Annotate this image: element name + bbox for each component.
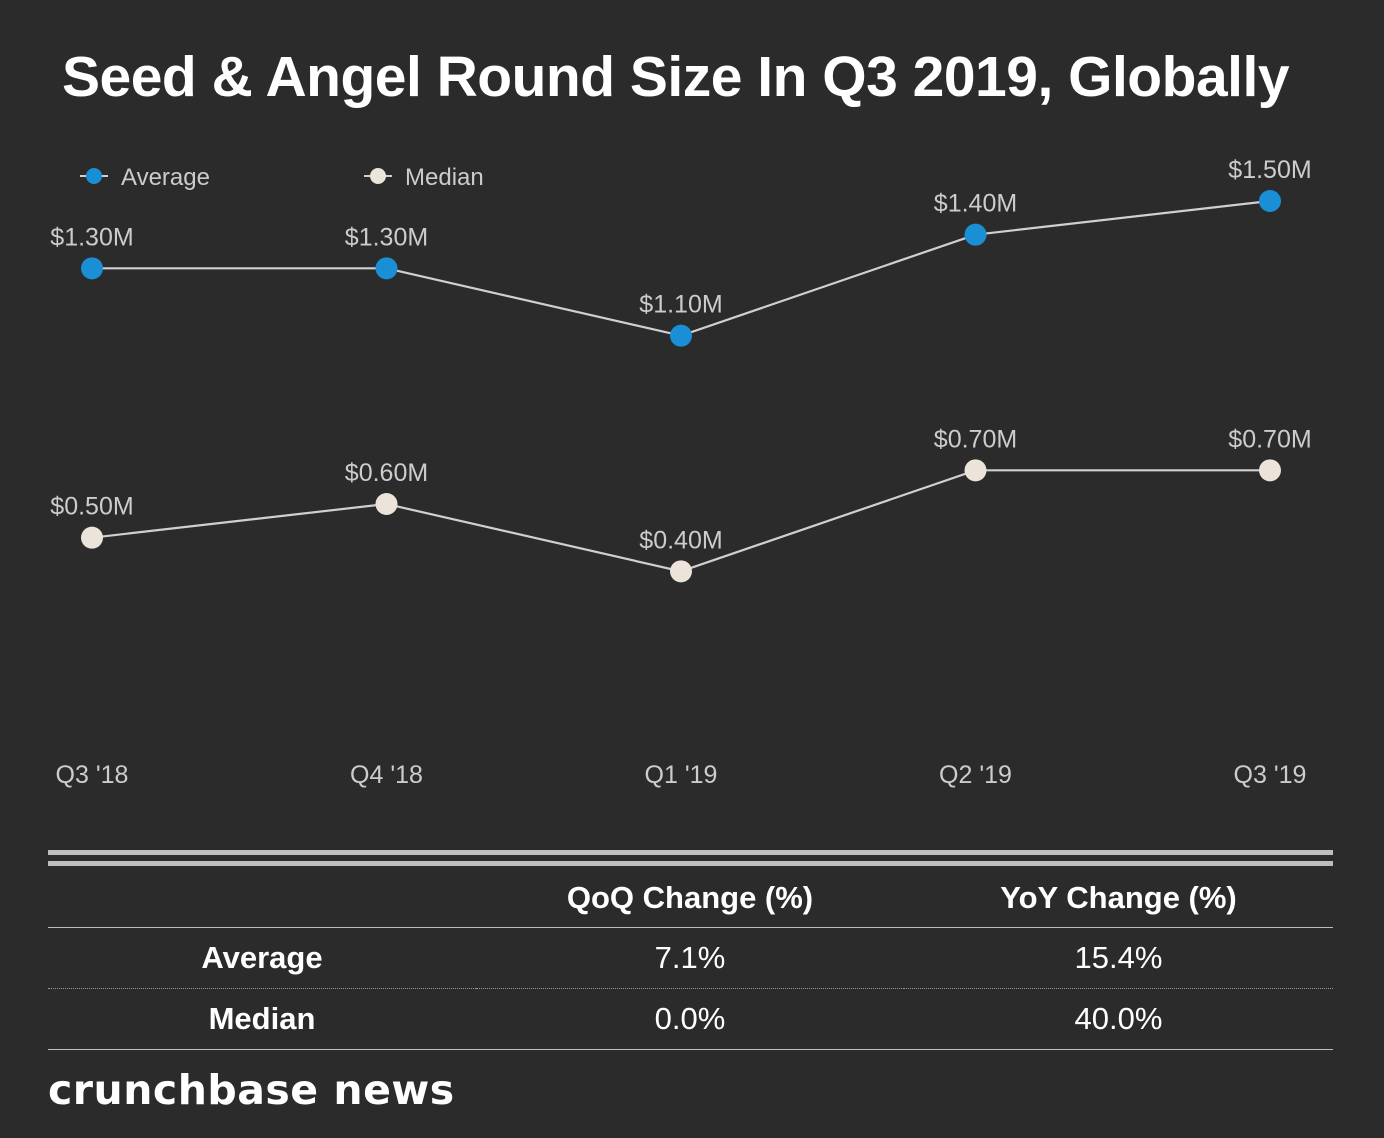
data-label-average: $1.30M [50,223,133,251]
legend-label-average: Average [121,164,210,191]
table-header-blank [48,868,476,928]
average-qoq-value: 7.1% [476,927,904,989]
table-top-rule-2 [48,861,1333,866]
crunchbase-news-logo: crunchbase news [48,1066,455,1114]
legend-marker-median [370,168,386,184]
series-line-median [91,469,1270,573]
data-point-median [375,493,398,515]
median-qoq-value: 0.0% [476,988,904,1050]
data-point-median [670,560,692,583]
data-label-median: $0.60M [345,459,428,487]
x-tick-label: Q4 '18 [350,761,423,789]
legend: Average Median [80,164,484,191]
data-label-average: $1.50M [1228,156,1311,184]
data-label-average: $1.40M [934,190,1017,218]
legend-marker-average [86,168,102,184]
table-header-row: QoQ Change (%) YoY Change (%) [48,868,1333,928]
change-table: QoQ Change (%) YoY Change (%) Average 7.… [48,868,1333,1050]
data-point-median [964,459,987,482]
data-label-median: $0.40M [639,526,722,554]
line-chart: Average Median $1.30M $1.30M$1.10M$1.40M$1… [50,156,1312,789]
table-row-median: Median 0.0% 40.0% [48,988,1333,1050]
row-label-average: Average [48,927,476,989]
table-row-average: Average 7.1% 15.4% [48,927,1333,989]
x-tick-label: Q3 '18 [56,761,129,789]
data-label-average: $1.30M [345,223,428,251]
data-point-average [670,324,692,347]
data-label-median: $0.50M [50,493,133,521]
data-point-average [375,257,398,280]
x-tick-label: Q3 '19 [1234,761,1307,789]
data-point-average [1259,190,1281,212]
data-point-average [81,257,103,280]
data-point-median [1259,459,1281,482]
data-label-median: $0.70M [1228,425,1311,453]
table-header-yoy: YoY Change (%) [904,868,1333,928]
data-point-average [964,223,987,246]
chart-title: Seed & Angel Round Size In Q3 2019, Glob… [62,45,1290,109]
data-label-median: $0.70M [934,425,1017,453]
median-yoy-value: 40.0% [904,988,1333,1050]
x-tick-label: Q1 '19 [645,761,718,789]
data-label-average: $1.10M [639,291,722,319]
average-yoy-value: 15.4% [904,927,1333,989]
x-tick-label: Q2 '19 [939,761,1012,789]
table-top-rule-1 [48,850,1333,855]
series-layer: $1.30M $1.30M $1.10M $1.40M $1.50M $0.50M $0.6… [50,156,1312,583]
data-point-median [81,526,103,549]
x-axis: Q3 '18 Q4 '18 Q1 '19 Q2 '19 Q3 '19 [56,761,1307,789]
table-header-qoq: QoQ Change (%) [476,868,904,928]
row-label-median: Median [48,988,476,1050]
legend-label-median: Median [405,164,484,191]
